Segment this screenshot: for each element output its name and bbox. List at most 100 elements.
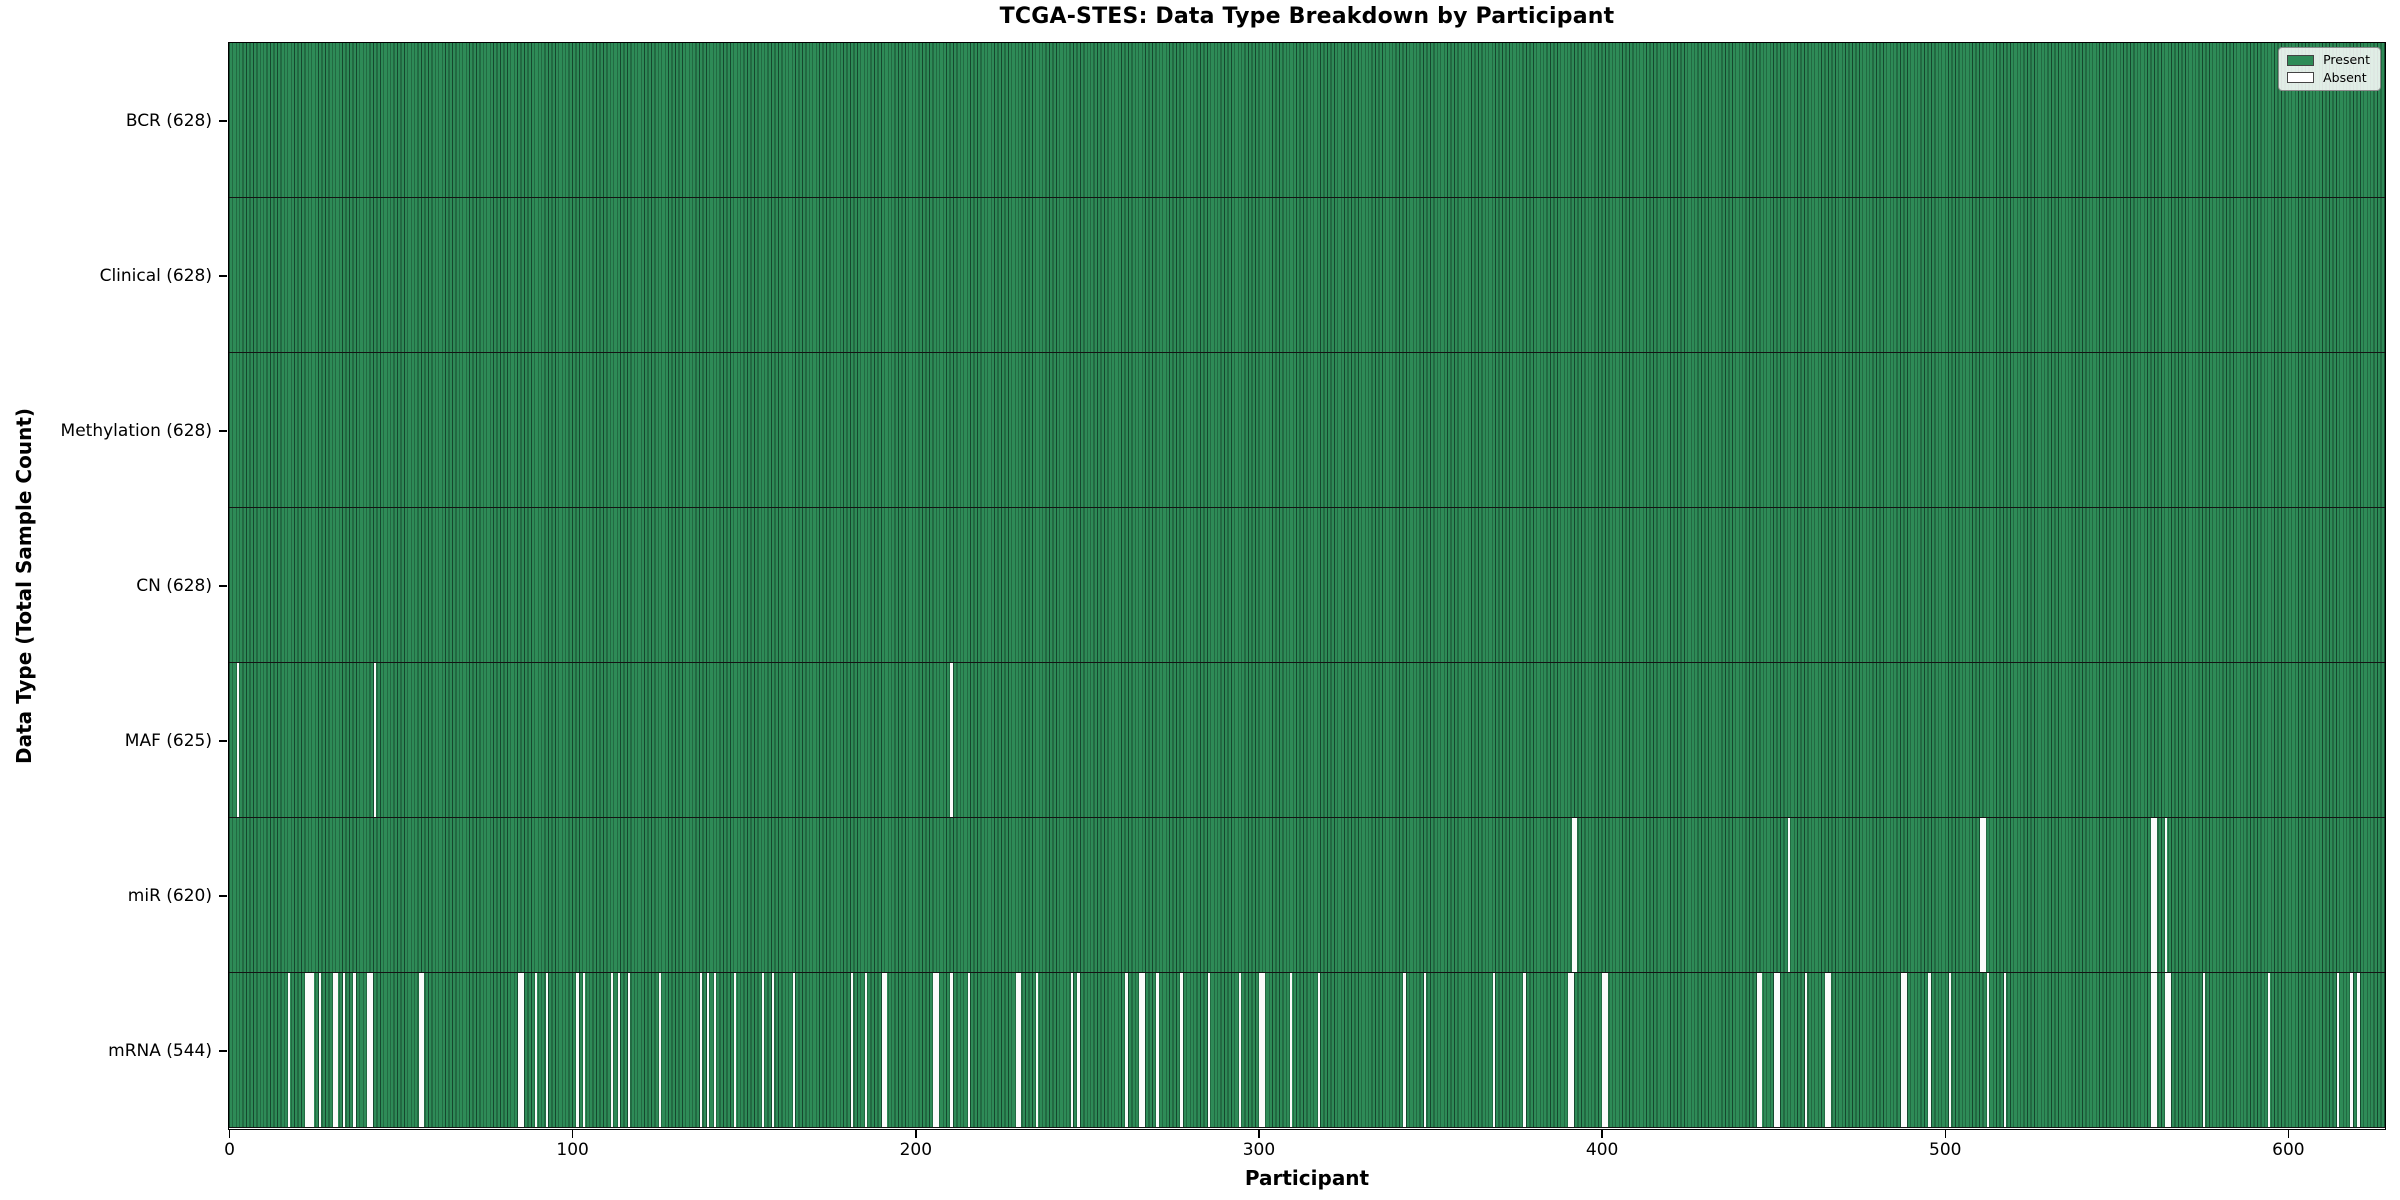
- absent-stripe: [1756, 973, 1763, 1127]
- absent-stripe: [699, 973, 703, 1127]
- absent-stripe: [353, 973, 356, 1127]
- absent-stripe: [734, 973, 737, 1127]
- absent-stripe: [1979, 818, 1986, 972]
- y-tick-mark: [219, 585, 227, 587]
- absent-stripe: [2151, 818, 2158, 972]
- x-tick-mark: [571, 1130, 574, 1138]
- x-tick-mark: [1258, 1130, 1260, 1138]
- absent-stripe: [1492, 973, 1495, 1127]
- absent-stripe: [1180, 973, 1183, 1127]
- absent-stripe: [583, 973, 586, 1127]
- x-tick-label: 500: [1929, 1140, 1962, 1160]
- absent-stripe: [1238, 973, 1241, 1127]
- x-tick-label: 400: [1585, 1140, 1619, 1160]
- absent-stripe: [518, 973, 524, 1127]
- absent-stripe: [610, 973, 613, 1127]
- absent-stripe: [627, 973, 631, 1127]
- absent-stripe: [2357, 973, 2360, 1127]
- absent-stripe: [373, 663, 377, 817]
- absent-stripe: [881, 973, 888, 1127]
- absent-stripe: [1139, 973, 1145, 1127]
- x-tick-label: 300: [1242, 1140, 1276, 1160]
- legend-item-absent: Absent: [2287, 69, 2370, 85]
- absent-stripe: [2336, 973, 2339, 1127]
- plot-area: Present Absent: [228, 42, 2386, 1130]
- absent-stripe: [1804, 973, 1808, 1127]
- row-maf: [229, 663, 2385, 818]
- absent-stripe: [771, 973, 775, 1127]
- absent-stripe: [1568, 973, 1574, 1127]
- absent-stripe: [305, 973, 315, 1127]
- absent-stripe: [1523, 973, 1526, 1127]
- absent-stripe: [576, 973, 579, 1127]
- y-tick-mark: [219, 120, 227, 122]
- y-tick-label-maf: MAF (625): [124, 731, 212, 751]
- x-tick-mark: [915, 1130, 917, 1138]
- row-mir: [229, 818, 2385, 973]
- absent-stripe: [2268, 973, 2271, 1127]
- row-bcr: [229, 43, 2385, 198]
- y-tick-label-methylation: Methylation (628): [60, 421, 212, 441]
- absent-stripe: [319, 973, 322, 1127]
- x-tick-label: 100: [556, 1140, 589, 1160]
- absent-stripe: [1928, 973, 1931, 1127]
- absent-stripe: [1602, 973, 1609, 1127]
- y-tick-label-bcr: BCR (628): [125, 111, 212, 131]
- absent-stripe: [1900, 973, 1907, 1127]
- absent-stripe: [713, 973, 716, 1127]
- y-tick-label-cn: CN (628): [136, 576, 212, 596]
- absent-stripe: [2202, 973, 2206, 1127]
- row-cn: [229, 508, 2385, 663]
- absent-stripe: [343, 973, 346, 1127]
- x-tick-mark: [1601, 1130, 1603, 1138]
- y-tick-mark: [219, 275, 227, 277]
- absent-stripe: [418, 973, 425, 1127]
- absent-stripe: [1015, 973, 1022, 1127]
- y-tick-label-mrna: mRNA (544): [108, 1041, 212, 1061]
- absent-stripe: [2151, 973, 2158, 1127]
- absent-stripe: [545, 973, 548, 1127]
- absent-stripe: [1571, 818, 1578, 972]
- absent-stripe: [864, 973, 867, 1127]
- row-clinical: [229, 198, 2385, 353]
- absent-stripe: [706, 973, 709, 1127]
- absent-stripe: [1773, 973, 1780, 1127]
- absent-stripe: [1986, 973, 1989, 1127]
- absent-stripe: [2165, 973, 2171, 1127]
- y-tick-label-clinical: Clinical (628): [99, 266, 212, 286]
- legend: Present Absent: [2278, 47, 2381, 91]
- absent-stripe: [658, 973, 661, 1127]
- absent-stripe: [933, 973, 939, 1127]
- absent-stripe: [1423, 973, 1427, 1127]
- row-methylation: [229, 353, 2385, 508]
- absent-stripe: [950, 973, 953, 1127]
- absent-stripe: [236, 663, 239, 817]
- x-tick-mark: [1944, 1130, 1946, 1138]
- x-axis-label: Participant: [1244, 1166, 1370, 1190]
- absent-stripe: [2003, 973, 2007, 1127]
- x-tick-label: 600: [2272, 1140, 2305, 1160]
- absent-stripe: [1077, 973, 1080, 1127]
- legend-swatch-absent: [2287, 72, 2315, 84]
- legend-label-absent: Absent: [2323, 69, 2367, 85]
- absent-stripe: [1787, 818, 1790, 972]
- x-tick-mark: [228, 1130, 231, 1138]
- y-tick-label-mir: miR (620): [127, 886, 212, 906]
- legend-item-present: Present: [2287, 52, 2370, 67]
- absent-stripe: [332, 973, 339, 1127]
- y-tick-mark: [219, 895, 227, 897]
- y-tick-mark: [219, 430, 227, 432]
- absent-stripe: [1317, 973, 1320, 1127]
- absent-stripe: [2350, 973, 2353, 1127]
- absent-stripe: [535, 973, 538, 1127]
- row-mrna: [229, 973, 2385, 1128]
- legend-label-present: Present: [2323, 52, 2370, 67]
- absent-stripe: [1948, 973, 1952, 1127]
- y-tick-mark: [219, 740, 227, 742]
- absent-stripe: [761, 973, 764, 1127]
- absent-stripe: [1125, 973, 1128, 1127]
- absent-stripe: [1259, 973, 1265, 1127]
- absent-stripe: [967, 973, 970, 1127]
- x-tick-label: 200: [899, 1140, 933, 1160]
